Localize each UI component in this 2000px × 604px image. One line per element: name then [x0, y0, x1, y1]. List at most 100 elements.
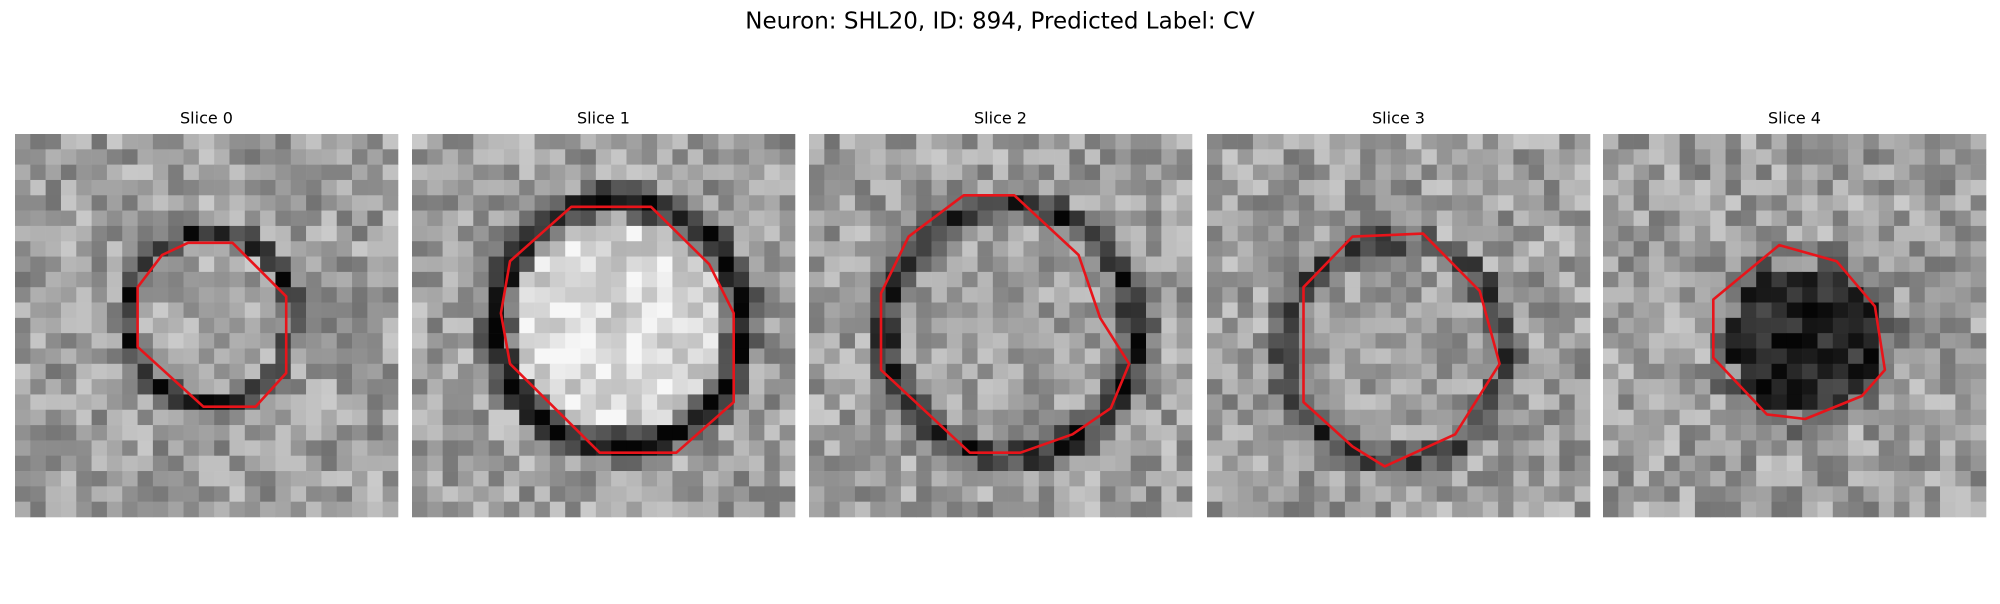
- pixel: [1283, 501, 1300, 518]
- pixel: [15, 363, 31, 380]
- pixel: [1618, 164, 1634, 181]
- pixel: [321, 179, 338, 196]
- pixel: [1802, 271, 1818, 288]
- pixel: [1924, 501, 1941, 518]
- pixel: [1498, 241, 1514, 257]
- pixel: [1023, 195, 1040, 211]
- pixel: [1725, 134, 1742, 150]
- pixel: [412, 225, 428, 242]
- pixel: [91, 302, 108, 319]
- pixel: [1559, 455, 1575, 472]
- pixel: [168, 425, 184, 441]
- pixel: [611, 333, 627, 349]
- pixel: [1406, 394, 1422, 411]
- pixel: [733, 302, 750, 319]
- pixel: [260, 455, 276, 472]
- pixel: [1146, 486, 1162, 502]
- pixel: [764, 134, 780, 150]
- pixel: [641, 164, 658, 181]
- pixel: [839, 486, 856, 502]
- pixel: [519, 149, 535, 165]
- pixel: [1130, 134, 1147, 150]
- pixel: [367, 425, 383, 441]
- pixel: [412, 363, 428, 380]
- pixel: [76, 394, 92, 411]
- pixel: [764, 225, 780, 242]
- pixel: [1115, 195, 1132, 211]
- pixel: [198, 271, 215, 288]
- pixel: [1421, 271, 1438, 288]
- pixel: [1955, 302, 1971, 319]
- pixel: [1664, 471, 1680, 487]
- pixel: [1268, 379, 1284, 395]
- pixel: [809, 317, 825, 334]
- pixel: [427, 287, 443, 303]
- pixel: [1237, 486, 1254, 502]
- pixel: [672, 287, 689, 303]
- pixel: [1574, 256, 1591, 273]
- pixel: [565, 394, 581, 411]
- pixel: [1268, 455, 1284, 472]
- pixel: [1603, 486, 1619, 502]
- pixel: [641, 210, 658, 227]
- pixel: [306, 317, 322, 334]
- pixel: [122, 287, 138, 303]
- pixel: [626, 501, 643, 518]
- pixel: [854, 210, 871, 227]
- segmentation-contour: [136, 241, 288, 409]
- pixel: [1894, 134, 1910, 150]
- pixel: [534, 195, 551, 211]
- pixel: [1054, 348, 1070, 365]
- pixel: [749, 225, 765, 242]
- pixel: [1924, 256, 1941, 273]
- pixel: [611, 394, 627, 411]
- pixel: [306, 425, 322, 441]
- pixel: [442, 287, 459, 303]
- pixel: [1740, 134, 1757, 150]
- pixel: [718, 210, 735, 227]
- pixel: [152, 501, 169, 518]
- pixel: [168, 179, 184, 196]
- pixel: [1679, 149, 1696, 165]
- pixel: [1268, 271, 1284, 288]
- pixel: [1115, 455, 1132, 472]
- pixel: [1544, 486, 1560, 502]
- pixel: [839, 164, 856, 181]
- pixel: [336, 256, 353, 273]
- pixel: [1817, 486, 1834, 502]
- pixel: [15, 471, 31, 487]
- pixel: [106, 394, 123, 411]
- pixel: [488, 256, 505, 273]
- pixel: [1130, 486, 1147, 502]
- pixel: [779, 287, 796, 303]
- pixel: [367, 333, 383, 349]
- pixel: [824, 302, 840, 319]
- pixel: [488, 164, 505, 181]
- pixel: [992, 394, 1009, 411]
- pixel: [457, 333, 474, 349]
- pixel: [137, 455, 154, 472]
- pixel: [1176, 210, 1193, 227]
- pixel: [854, 409, 871, 426]
- pixel: [839, 149, 856, 165]
- pixel: [1528, 394, 1545, 411]
- pixel: [595, 225, 612, 242]
- pixel: [549, 195, 566, 211]
- pixel: [595, 333, 612, 349]
- pixel: [1008, 348, 1024, 365]
- pixel: [809, 363, 825, 380]
- pixel: [641, 287, 658, 303]
- pixel: [1314, 210, 1330, 227]
- pixel: [1054, 409, 1070, 426]
- pixel: [1008, 363, 1024, 380]
- pixel: [1802, 440, 1818, 457]
- pixel: [626, 287, 643, 303]
- pixel: [1069, 287, 1086, 303]
- pixel: [611, 486, 627, 502]
- segmentation-contour: [879, 193, 1131, 455]
- pixel: [565, 225, 581, 242]
- pixel: [703, 210, 719, 227]
- pixel: [488, 241, 505, 257]
- pixel: [595, 271, 612, 288]
- pixel: [1924, 241, 1941, 257]
